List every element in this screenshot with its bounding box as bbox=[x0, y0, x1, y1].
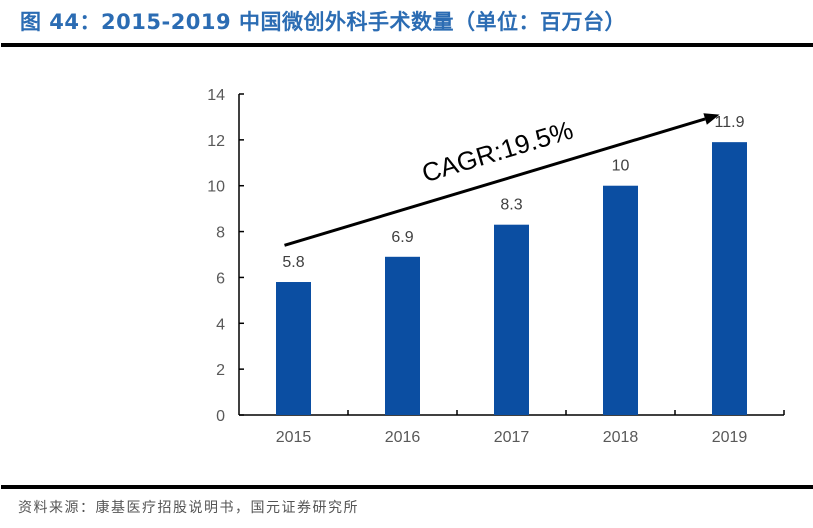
data-label: 11.9 bbox=[715, 114, 745, 131]
x-tick-label: 2017 bbox=[494, 429, 530, 446]
data-label: 10 bbox=[612, 158, 630, 175]
y-tick-label: 4 bbox=[216, 316, 225, 333]
bar bbox=[385, 256, 420, 415]
cagr-label: CAGR:19.5% bbox=[418, 115, 576, 189]
x-tick-label: 2016 bbox=[385, 429, 421, 446]
x-tick-label: 2015 bbox=[276, 429, 312, 446]
data-label: 8.3 bbox=[500, 197, 522, 214]
top-divider bbox=[1, 43, 813, 47]
cagr-arrow-head bbox=[703, 113, 720, 125]
bars bbox=[276, 142, 747, 415]
y-tick-label: 12 bbox=[207, 133, 225, 150]
source-note: 资料来源：康基医疗招股说明书，国元证券研究所 bbox=[18, 500, 359, 516]
y-tick-label: 10 bbox=[207, 179, 225, 196]
bar bbox=[603, 185, 638, 415]
data-label: 6.9 bbox=[391, 229, 413, 246]
bottom-divider bbox=[1, 485, 813, 489]
x-axis: 2015 2016 2017 2018 2019 bbox=[239, 410, 785, 446]
bar bbox=[494, 224, 529, 415]
y-tick-label: 6 bbox=[216, 270, 225, 287]
y-tick-label: 0 bbox=[216, 408, 225, 425]
y-tick-label: 2 bbox=[216, 362, 225, 379]
data-labels: 5.8 6.9 8.3 10 11.9 bbox=[282, 114, 744, 271]
cagr-arrow-line bbox=[284, 117, 706, 247]
x-tick-label: 2019 bbox=[712, 429, 748, 446]
bar bbox=[712, 142, 747, 415]
y-tick-label: 8 bbox=[216, 225, 225, 242]
y-axis: 0 2 4 6 8 10 12 14 bbox=[207, 87, 244, 425]
bar bbox=[276, 282, 311, 415]
figure-title: 图 44：2015-2019 中国微创外科手术数量（单位：百万台） bbox=[20, 10, 626, 34]
data-label: 5.8 bbox=[282, 254, 304, 271]
y-tick-label: 14 bbox=[207, 87, 225, 104]
x-tick-label: 2018 bbox=[603, 429, 639, 446]
